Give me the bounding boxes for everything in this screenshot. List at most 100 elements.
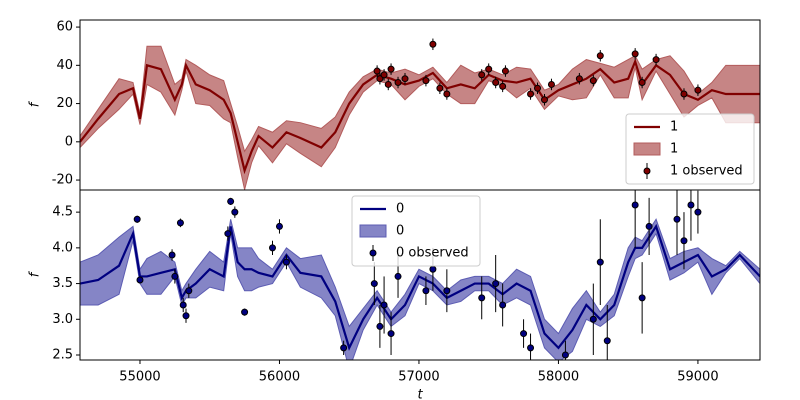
observed-point (492, 79, 500, 87)
y-tick-label: 20 (56, 96, 73, 111)
observed-point (241, 308, 249, 316)
legend-label: 1 (670, 120, 678, 135)
observed-point (179, 301, 187, 309)
observed-point (387, 65, 395, 73)
y-tick-label: 40 (56, 58, 73, 73)
observed-point (373, 67, 381, 75)
observed-point (227, 197, 235, 205)
observed-point (231, 208, 239, 216)
observed-point (443, 287, 451, 295)
observed-point (380, 71, 388, 79)
observed-point (384, 80, 392, 88)
observed-point (485, 65, 493, 73)
observed-point (527, 90, 535, 98)
observed-point (370, 280, 378, 288)
legend-label: 1 observed (670, 164, 743, 179)
confidence-band (80, 218, 760, 360)
observed-point (176, 219, 184, 227)
legend: 1 1 1 observed (625, 113, 755, 185)
observed-point (673, 215, 681, 223)
observed-point (376, 75, 384, 83)
y-tick-label: 60 (56, 20, 73, 35)
y-tick-label: 3.5 (52, 276, 73, 291)
observed-point (401, 75, 409, 83)
observed-point (638, 294, 646, 302)
observed-point (268, 244, 276, 252)
y-tick-label: 0 (65, 134, 73, 149)
observed-point (534, 84, 542, 92)
observed-point (478, 71, 486, 79)
observed-point (540, 96, 548, 104)
observed-point (589, 77, 597, 85)
observed-point (631, 201, 639, 209)
observed-point (133, 215, 141, 223)
observed-point (429, 40, 437, 48)
legend-box (625, 113, 755, 185)
legend-patch (633, 142, 661, 156)
mean-line (80, 223, 760, 351)
observed-point (394, 272, 402, 280)
x-tick-label: 59000 (677, 370, 718, 385)
observed-point (376, 322, 384, 330)
y-tick-label: 4.5 (52, 205, 73, 220)
legend-label: 0 (396, 202, 404, 217)
observed-point (340, 344, 348, 352)
legend-patch (359, 224, 387, 238)
observed-point (422, 77, 430, 85)
observed-point (561, 351, 569, 359)
legend-marker (643, 167, 651, 175)
observed-point (429, 265, 437, 273)
observed-point (680, 90, 688, 98)
observed-point (422, 287, 430, 295)
y-axis-label: f (28, 100, 43, 107)
plot-area (80, 190, 760, 360)
x-axis-label: t (417, 388, 423, 400)
observed-point (596, 258, 604, 266)
legend-label: 0 (396, 224, 404, 239)
legend-label: 1 (670, 142, 678, 157)
legend-marker (369, 249, 377, 257)
plot-area (80, 38, 760, 190)
observed-point (638, 79, 646, 87)
observed-point (136, 276, 144, 284)
observed-point (499, 301, 507, 309)
y-tick-label: 4.0 (52, 240, 73, 255)
observed-point (387, 330, 395, 338)
observed-point (492, 280, 500, 288)
observed-point (282, 258, 290, 266)
observed-point (547, 80, 555, 88)
x-tick-label: 58000 (538, 370, 579, 385)
y-tick-label: -20 (52, 173, 73, 188)
observed-point (185, 287, 193, 295)
x-tick-label: 57000 (398, 370, 439, 385)
observed-point (687, 201, 695, 209)
observed-point (694, 208, 702, 216)
observed-point (652, 56, 660, 64)
observed-point (589, 315, 597, 323)
observed-point (575, 75, 583, 83)
y-tick-label: 2.5 (52, 348, 73, 363)
axes-frame (79, 189, 761, 361)
observed-point (182, 312, 190, 320)
y-axis-label: f (28, 270, 43, 277)
observed-point (478, 294, 486, 302)
observed-point (645, 222, 653, 230)
legend: 0 0 0 observed (351, 195, 481, 267)
observed-point (603, 337, 611, 345)
observed-point (443, 90, 451, 98)
observed-point (596, 52, 604, 60)
legend-box (351, 195, 481, 267)
observed-point (275, 222, 283, 230)
legend-label: 0 observed (396, 246, 469, 261)
observed-point (527, 344, 535, 352)
observed-point (168, 251, 176, 259)
observed-point (171, 272, 179, 280)
observed-point (436, 84, 444, 92)
x-tick-label: 56000 (259, 370, 300, 385)
observed-point (520, 330, 528, 338)
observed-point (694, 86, 702, 94)
x-tick-label: 55000 (119, 370, 160, 385)
observed-point (394, 79, 402, 87)
observed-point (631, 50, 639, 58)
